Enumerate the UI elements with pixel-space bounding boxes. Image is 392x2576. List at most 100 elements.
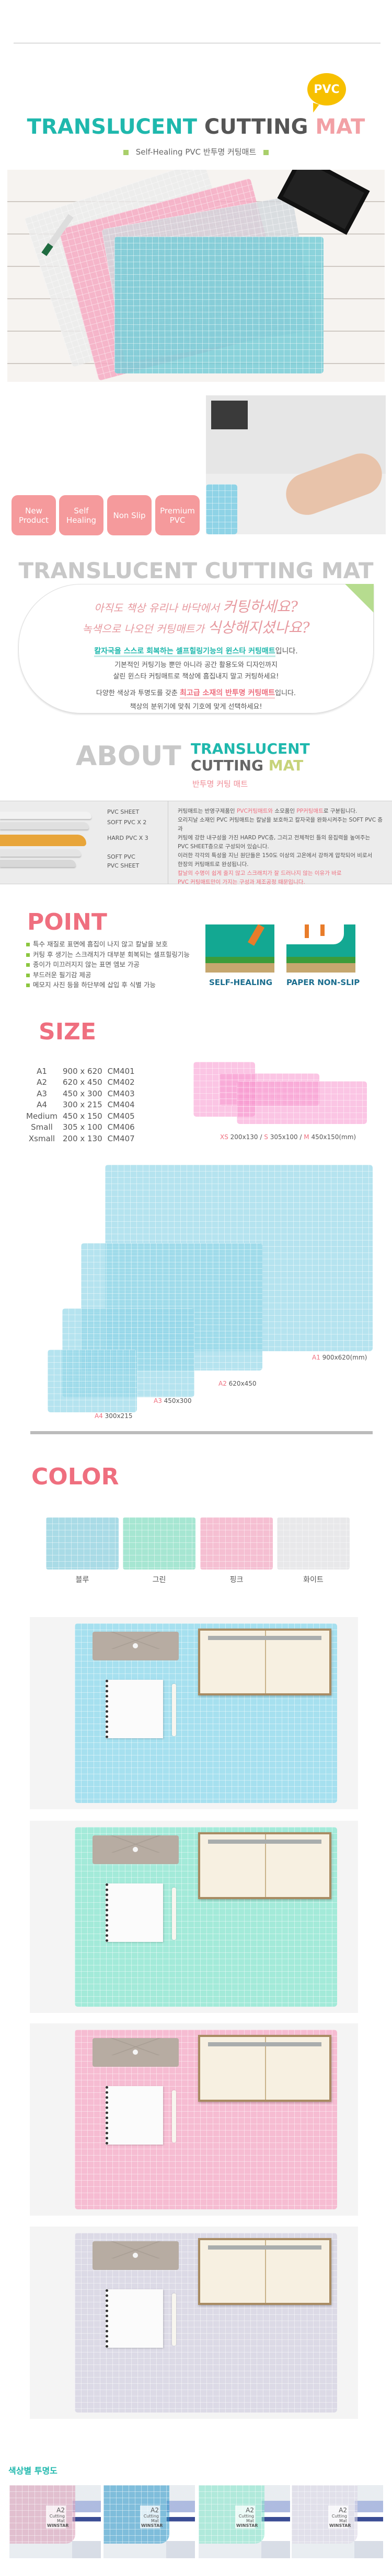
about-heading: ABOUT (76, 741, 181, 772)
color-swatch-label: 그린 (152, 1576, 166, 1584)
intro-p5: 책상의 분위기에 맞춰 기호에 맞게 선택하세요! (130, 703, 262, 711)
subtitle: Self-Healing PVC 반투명 커팅매트 (0, 146, 392, 157)
small-size-caption: XS 200x130 / S 305x100 / M 450x150(mm) (220, 1133, 356, 1141)
intro-p1: 칼자국을 스스로 회복하는 셀프힐링기능의 윈스타 커팅매트입니다. (0, 646, 392, 657)
transparency-heading: 색상별 투명도 (8, 2466, 57, 2476)
a4-mat (48, 1350, 137, 1412)
a2-card: A2 Cutting Mat WINSTAR (46, 2505, 69, 2529)
size-dimensions: 300 x 215 (62, 1100, 102, 1110)
intro-bubble (18, 584, 374, 713)
model-code: CM404 (107, 1100, 135, 1110)
a4-label: A4 300x215 (95, 1412, 133, 1420)
table-row: A1 900 x 620 CM401 (26, 1065, 140, 1077)
title-translucent: TRANSLUCENT (27, 115, 197, 139)
transparency-thumbnail: A2 Cutting Mat WINSTAR (292, 2485, 383, 2558)
size-dimensions: 200 x 130 (62, 1133, 102, 1143)
model-code: CM406 (107, 1122, 135, 1132)
layer-label: PVC SHEET (107, 862, 140, 869)
table-row: Medium 450 x 150 CM405 (26, 1110, 140, 1122)
a1-label: A1 900x620(mm) (312, 1354, 367, 1361)
size-heading: SIZE (39, 1018, 97, 1045)
point-list: 특수 재질로 표면에 흠집이 나지 않고 칼날을 보호 커팅 후 생기는 스크래… (26, 939, 190, 990)
about-text: 커팅매트는 반영구제품인 PVC커팅매트와 소모품인 PP커팅매트로 구분됩니다… (178, 808, 383, 885)
color-swatch (277, 1517, 350, 1570)
feature-badge-new-product: New Product (11, 495, 56, 535)
feature-badge-self-healing: Self Healing (59, 495, 103, 535)
pvc-speech-bubble: PVC (307, 73, 346, 106)
handwritten-line-1: 아직도 책상 유리나 바닥에서 커팅하세요? (94, 598, 298, 615)
list-item: 특수 재질로 표면에 흠집이 나지 않고 칼날을 보호 (26, 939, 190, 950)
a2-card: A2 Cutting Mat WINSTAR (235, 2505, 258, 2529)
self-healing-illustration (205, 924, 274, 973)
size-dimensions: 620 x 450 (62, 1078, 102, 1087)
a2-card: A2 Cutting Mat WINSTAR (328, 2505, 351, 2529)
size-name: Xsmall (28, 1133, 55, 1143)
layer-label: HARD PVC X 3 (107, 835, 148, 841)
transparency-thumbnail: A2 Cutting Mat WINSTAR (103, 2485, 195, 2558)
model-code: CM405 (107, 1111, 135, 1121)
intro-p2: 기본적인 커팅기능 뿐만 아니라 공간 활용도와 디자인까지 (114, 661, 278, 669)
size-name: A3 (37, 1088, 47, 1098)
model-code: CM402 (107, 1078, 135, 1087)
a2-label: A2 620x450 (218, 1380, 257, 1387)
size-dimensions: 900 x 620 (62, 1066, 102, 1076)
intro-p3: 살린 윈스타 커팅매트로 책상에 흠집내지 말고 커팅하세요! (113, 673, 279, 681)
transparency-thumbnail: A2 Cutting Mat WINSTAR (9, 2485, 101, 2558)
color-photo (30, 1821, 358, 2013)
layer-diagram: PVC SHEET SOFT PVC X 2 HARD PVC X 3 SOFT… (0, 801, 168, 884)
layer-label: PVC SHEET (107, 809, 140, 815)
layer-label: SOFT PVC (107, 853, 135, 860)
size-name: A2 (37, 1078, 47, 1087)
feature-badge-premium-pvc: Premium PVC (155, 495, 200, 535)
intro-p4: 다양한 색상과 투명도를 갖춘 최고급 소재의 반투명 커팅매트입니다. (0, 687, 392, 699)
medium-mat (237, 1081, 367, 1124)
color-swatch-label: 블루 (75, 1576, 89, 1584)
color-photo (30, 1617, 358, 1809)
a3-label: A3 450x300 (154, 1397, 192, 1404)
color-swatch-label: 핑크 (229, 1576, 244, 1584)
list-item: 종이가 미끄러지지 않는 표면 엠보 가공 (26, 959, 190, 970)
handwritten-line-2: 녹색으로 나오던 커팅매트가 식상해지셨나요? (82, 619, 310, 636)
point-heading: POINT (27, 909, 107, 935)
self-healing-label: SELF-HEALING (209, 978, 273, 987)
size-name: Medium (26, 1111, 57, 1121)
title-mat: MAT (315, 115, 365, 139)
table-row: A3 450 x 300 CM403 (26, 1088, 140, 1099)
layer-label: SOFT PVC X 2 (107, 819, 147, 826)
subtitle-text: Self-Healing PVC 반투명 커팅매트 (135, 147, 257, 157)
a2-card: A2 Cutting Mat WINSTAR (140, 2505, 163, 2529)
page-title: TRANSLUCENT CUTTING MAT (0, 115, 392, 139)
model-code: CM401 (107, 1066, 135, 1076)
table-row: A2 620 x 450 CM402 (26, 1077, 140, 1088)
transparency-thumbnail: A2 Cutting Mat WINSTAR (199, 2485, 290, 2558)
color-photo (30, 2023, 358, 2216)
intro-heading: TRANSLUCENT CUTTING MAT (18, 558, 374, 583)
table-row: A4 300 x 215 CM404 (26, 1099, 140, 1111)
title-cutting: CUTTING (204, 115, 308, 139)
size-name: A1 (37, 1066, 47, 1076)
color-swatch (200, 1517, 273, 1570)
about-korean-subtitle: 반투명 커팅 매트 (192, 779, 248, 789)
color-swatch (46, 1517, 119, 1570)
size-dimensions: 450 x 150 (62, 1111, 102, 1121)
green-square-icon (263, 149, 269, 155)
size-dimensions: 450 x 300 (62, 1088, 102, 1098)
cutting-photo (206, 395, 386, 534)
green-corner-decoration (345, 584, 374, 613)
section-divider (30, 1431, 373, 1434)
size-name: Small (31, 1122, 53, 1132)
paper-non-slip-illustration (286, 924, 355, 973)
feature-badge-non-slip: Non Slip (107, 495, 152, 535)
size-table: A1 900 x 620 CM401 A2 620 x 450 CM402 A3 450 x … (26, 1065, 140, 1144)
size-name: A4 (37, 1100, 47, 1110)
table-row: Xsmall 200 x 130 CM407 (26, 1133, 140, 1144)
color-photo (30, 2227, 358, 2419)
list-item: 커팅 후 생기는 스크래치가 대부분 회복되는 셀프힐링기능 (26, 950, 190, 960)
list-item: 부드러운 필기감 제공 (26, 970, 190, 980)
color-swatch (123, 1517, 195, 1570)
color-swatch-label: 화이트 (303, 1576, 324, 1584)
green-square-icon (123, 149, 129, 155)
about-title: TRANSLUCENT CUTTING MAT (191, 740, 310, 774)
paper-non-slip-label: PAPER NON-SLIP (286, 978, 360, 987)
size-dimensions: 305 x 100 (62, 1122, 102, 1132)
